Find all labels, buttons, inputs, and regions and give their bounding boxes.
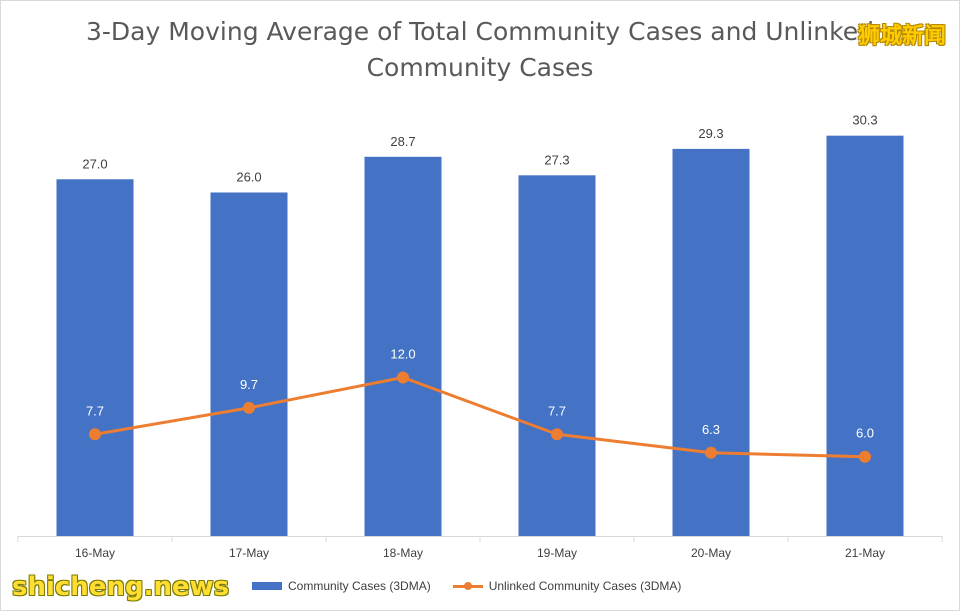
bar-value-label: 27.3 [544, 152, 569, 167]
x-tick-label: 20-May [691, 546, 731, 560]
unlinked-point-18-may [397, 371, 409, 384]
legend-item-community-cases: Community Cases (3DMA) [252, 579, 431, 593]
bar-value-label: 26.0 [236, 169, 261, 184]
unlinked-point-17-may [243, 401, 255, 414]
line-value-label: 6.0 [856, 426, 874, 441]
chart-legend: Community Cases (3DMA) Unlinked Communit… [252, 577, 703, 595]
unlinked-point-20-may [705, 446, 717, 459]
chart-title: 3-Day Moving Average of Total Community … [0, 14, 960, 86]
line-value-label: 9.7 [240, 377, 258, 392]
line-value-label: 7.7 [548, 403, 566, 418]
bar-value-label: 30.3 [852, 113, 877, 128]
line-value-label: 7.7 [86, 403, 104, 418]
bar-20-may [672, 148, 750, 537]
unlinked-cases-line [94, 375, 866, 459]
legend-item-unlinked-cases: Unlinked Community Cases (3DMA) [452, 579, 682, 593]
watermark-chinese: 狮城新闻 [857, 24, 946, 49]
unlinked-point-21-may [859, 450, 871, 463]
chart-title-line-2: Community Cases [366, 53, 594, 82]
x-tick-label: 21-May [845, 546, 885, 560]
legend-label-community-cases: Community Cases (3DMA) [288, 579, 431, 593]
x-tick-label: 19-May [537, 546, 577, 560]
bar-21-may [826, 135, 904, 536]
line-value-label: 12.0 [390, 346, 415, 361]
legend-swatch-bar [252, 582, 282, 590]
bar-18-may [364, 156, 442, 536]
watermark-english: shicheng.news [12, 572, 230, 602]
legend-swatch-line [452, 582, 483, 590]
bar-16-may [56, 179, 134, 537]
unlinked-point-16-may [89, 428, 101, 441]
x-tick-label: 18-May [383, 546, 423, 560]
bar-value-label: 27.0 [82, 156, 107, 171]
x-tick-label: 16-May [75, 546, 115, 560]
bar-17-may [210, 192, 288, 536]
chart-title-line-1: 3-Day Moving Average of Total Community … [86, 17, 874, 46]
line-value-label: 6.3 [702, 422, 720, 437]
bar-19-may [518, 175, 596, 537]
x-tick-label: 17-May [229, 546, 269, 560]
bar-value-label: 28.7 [390, 134, 415, 149]
bar-value-label: 29.3 [698, 126, 723, 141]
legend-label-unlinked-cases: Unlinked Community Cases (3DMA) [488, 579, 682, 593]
unlinked-point-19-may [551, 428, 563, 441]
